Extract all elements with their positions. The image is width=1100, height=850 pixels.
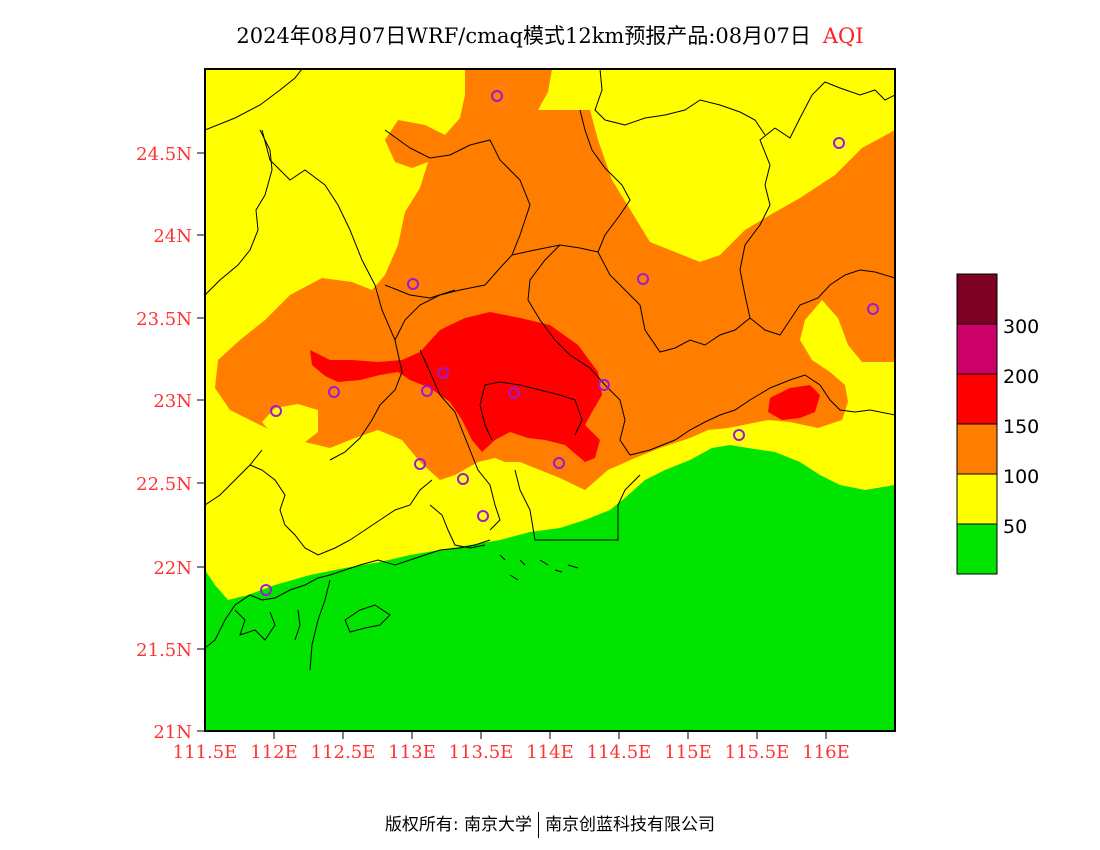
station-marker	[733, 429, 745, 441]
station-markers	[260, 90, 879, 596]
x-axis: 111.5E 112E 112.5E 113E 113.5E 114E 114.…	[173, 731, 850, 763]
footer: 版权所有: 南京大学 南京创蓝科技有限公司	[0, 810, 1100, 838]
x-tick-label: 112E	[250, 742, 298, 763]
x-tick-label: 111.5E	[173, 742, 238, 763]
legend-swatch-very-unhealthy	[957, 324, 997, 374]
x-tick-label: 114E	[526, 742, 574, 763]
legend-label: 50	[1003, 516, 1027, 538]
station-marker	[437, 367, 449, 379]
legend-label: 150	[1003, 416, 1039, 438]
station-marker	[598, 379, 610, 391]
legend-label: 100	[1003, 466, 1039, 488]
x-tick-label: 116E	[802, 742, 850, 763]
legend: 300 200 150 100 50	[956, 273, 1039, 575]
station-marker	[833, 137, 845, 149]
x-tick-label: 113.5E	[449, 742, 514, 763]
y-tick-label: 21.5N	[136, 640, 192, 661]
station-marker	[328, 386, 340, 398]
station-marker	[407, 278, 419, 290]
field-unhealthy	[310, 312, 602, 462]
x-tick-label: 113E	[388, 742, 436, 763]
station-marker	[553, 457, 565, 469]
field-unhealthy-east	[768, 385, 820, 420]
y-tick-label: 24N	[153, 226, 192, 247]
legend-swatch-moderate	[957, 474, 997, 524]
station-marker	[421, 385, 433, 397]
x-tick-label: 115.5E	[725, 742, 790, 763]
map-fields	[205, 69, 895, 731]
x-tick-label: 114.5E	[587, 742, 652, 763]
station-marker	[508, 387, 520, 399]
y-tick-label: 24.5N	[136, 144, 192, 165]
x-tick-label: 115E	[664, 742, 712, 763]
field-usg	[215, 69, 895, 490]
field-good	[205, 445, 895, 731]
footer-copyright: 版权所有: 南京大学	[384, 815, 533, 835]
legend-label: 300	[1003, 316, 1039, 338]
x-tick-label: 112.5E	[311, 742, 376, 763]
station-marker	[477, 510, 489, 522]
station-marker	[637, 273, 649, 285]
footer-company: 南京创蓝科技有限公司	[545, 815, 716, 835]
y-tick-label: 22.5N	[136, 474, 192, 495]
station-marker	[270, 405, 282, 417]
station-marker	[414, 458, 426, 470]
y-tick-label: 23N	[153, 391, 192, 412]
title-main: 2024年08月07日WRF/cmaq模式12km预报产品:08月07日	[236, 24, 811, 48]
station-marker	[260, 584, 272, 596]
footer-separator	[538, 812, 540, 838]
station-marker	[867, 303, 879, 315]
y-tick-label: 23.5N	[136, 309, 192, 330]
legend-swatch-good	[957, 524, 997, 574]
y-tick-label: 21N	[153, 722, 192, 743]
legend-swatch-unhealthy	[957, 374, 997, 424]
title-product: AQI	[822, 24, 864, 48]
legend-label: 200	[1003, 366, 1039, 388]
field-moderate-hole	[262, 404, 318, 446]
map-title: 2024年08月07日WRF/cmaq模式12km预报产品:08月07日 AQI	[0, 20, 1100, 50]
y-axis: 21N 21.5N 22N 22.5N 23N 23.5N 24N 24.5N	[136, 144, 205, 743]
boundary-lines	[205, 69, 895, 671]
legend-swatch-hazardous	[957, 274, 997, 324]
station-marker	[457, 473, 469, 485]
station-marker	[491, 90, 503, 102]
y-tick-label: 22N	[153, 558, 192, 579]
legend-swatch-usg	[957, 424, 997, 474]
